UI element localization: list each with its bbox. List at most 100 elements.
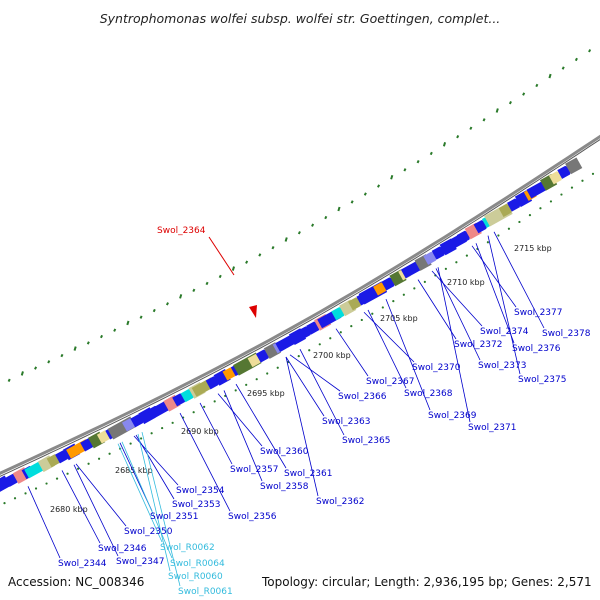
leader-line: [75, 463, 127, 527]
gene-label[interactable]: Swol_R0060: [168, 572, 223, 582]
gc-tick: [377, 184, 381, 188]
gc-tick: [337, 206, 341, 212]
gene-feature[interactable]: [331, 305, 347, 321]
gene-label[interactable]: Swol_2344: [58, 559, 107, 569]
inner-tick: [55, 477, 59, 480]
inner-tick: [350, 325, 353, 328]
inner-tick: [539, 207, 542, 210]
inner-tick: [171, 421, 174, 424]
gc-tick: [363, 192, 367, 196]
gene-label[interactable]: Swol_2373: [478, 361, 527, 371]
gene-label[interactable]: Swol_R0064: [170, 559, 225, 569]
leader-line: [487, 235, 521, 375]
gene-label[interactable]: Swol_2368: [404, 389, 453, 399]
gene-feature[interactable]: [373, 280, 389, 296]
gene-label[interactable]: Swol_2372: [454, 340, 503, 350]
gc-tick: [60, 353, 64, 358]
inner-tick: [13, 497, 17, 500]
gene-feature[interactable]: [473, 218, 490, 234]
leader-line: [199, 402, 233, 465]
gene-feature[interactable]: [557, 164, 573, 179]
gene-label[interactable]: Swol_2378: [542, 329, 591, 339]
gc-tick: [403, 168, 407, 172]
inner-tick: [192, 411, 195, 414]
gene-label[interactable]: Swol_2370: [412, 363, 461, 373]
gene-feature[interactable]: [347, 295, 364, 311]
gene-feature[interactable]: [431, 245, 448, 260]
inner-tick: [129, 442, 132, 445]
inner-tick: [392, 300, 395, 303]
gene-label[interactable]: Swol_2361: [284, 469, 333, 479]
leader-line: [385, 298, 431, 411]
gc-tick: [86, 341, 90, 345]
gene-feature[interactable]: [255, 348, 272, 363]
leader-line: [141, 431, 181, 587]
gene-label[interactable]: Swol_2351: [150, 512, 199, 522]
gene-label[interactable]: Swol_2356: [228, 512, 277, 522]
inner-tick: [423, 280, 426, 283]
topology-text: Topology: circular; Length: 2,936,195 bp…: [261, 575, 592, 589]
gene-label[interactable]: Swol_2347: [116, 557, 165, 567]
gene-label[interactable]: Swol_2371: [468, 423, 517, 433]
highlight-arrow-icon: [249, 305, 257, 318]
inner-tick: [45, 482, 48, 485]
gene-label[interactable]: Swol_2357: [230, 465, 279, 475]
gc-tick: [416, 159, 420, 164]
gene-label[interactable]: Swol_2377: [514, 308, 563, 318]
inner-tick: [486, 241, 489, 244]
gene-feature[interactable]: [548, 169, 565, 185]
gc-tick: [390, 174, 394, 180]
inner-tick: [402, 293, 405, 296]
gene-label[interactable]: Swol_2358: [260, 482, 309, 492]
gene-label[interactable]: Swol_2363: [322, 417, 371, 427]
inner-tick: [66, 472, 69, 475]
gc-tick: [324, 215, 328, 220]
leader-line: [217, 393, 263, 447]
gc-tick: [548, 73, 552, 79]
gc-tick: [258, 253, 262, 257]
inner-tick: [591, 172, 595, 175]
gene-feature[interactable]: [565, 157, 583, 175]
gene-feature[interactable]: [297, 324, 314, 340]
gene-feature[interactable]: [456, 229, 473, 244]
gene-label[interactable]: Swol_2369: [428, 411, 477, 421]
gene-feature[interactable]: [498, 202, 515, 218]
gc-tick: [126, 320, 130, 326]
gene-label[interactable]: Swol_2360: [260, 447, 309, 457]
kbp-tick-label: 2685 kbp: [115, 466, 153, 475]
gene-label[interactable]: Swol_R0062: [160, 543, 215, 553]
gene-feature[interactable]: [423, 250, 439, 265]
inner-tick: [465, 254, 468, 257]
gene-label[interactable]: Swol_2362: [316, 497, 365, 507]
gene-label[interactable]: Swol_R0061: [178, 587, 233, 597]
leader-line: [117, 443, 163, 543]
gene-label[interactable]: Swol_2350: [124, 527, 173, 537]
gene-label[interactable]: Swol_2367: [366, 377, 415, 387]
leader-line: [285, 356, 325, 417]
gene-label[interactable]: Swol_2353: [172, 500, 221, 510]
leader-line: [335, 328, 369, 377]
kbp-tick-label: 2710 kbp: [447, 278, 485, 287]
inner-tick: [108, 452, 111, 455]
inner-tick: [581, 179, 584, 182]
gene-label[interactable]: Swol_2374: [480, 327, 529, 337]
gene-label[interactable]: Swol_2365: [342, 436, 391, 446]
inner-tick: [150, 432, 153, 435]
inner-tick: [518, 220, 521, 224]
gene-label[interactable]: Swol_2375: [518, 375, 567, 385]
inner-tick: [140, 437, 143, 440]
gene-label[interactable]: Swol_2354: [176, 486, 225, 496]
gene-label[interactable]: Swol_2376: [512, 344, 561, 354]
gene-feature[interactable]: [506, 197, 523, 212]
label-leader-lines: [27, 231, 545, 587]
highlight-label[interactable]: Swol_2364: [157, 226, 206, 236]
highlight-marker[interactable]: Swol_2364: [157, 226, 257, 318]
inner-tick: [371, 312, 374, 315]
leader-line: [471, 245, 517, 308]
gene-label[interactable]: Swol_2366: [338, 392, 387, 402]
gene-feature[interactable]: [381, 275, 397, 291]
gc-tick: [218, 274, 222, 279]
gene-label[interactable]: Swol_2346: [98, 544, 147, 554]
gc-tick: [522, 92, 526, 96]
inner-tick: [76, 467, 80, 470]
